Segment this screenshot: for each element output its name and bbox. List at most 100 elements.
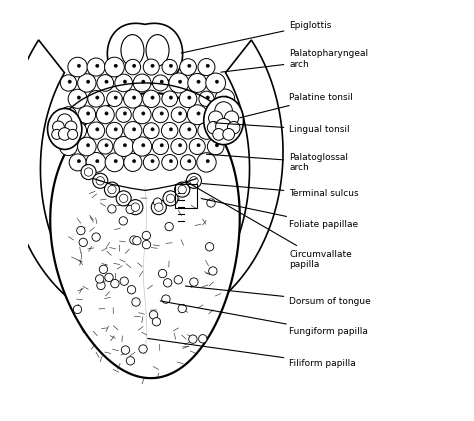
Circle shape: [160, 80, 164, 83]
Circle shape: [215, 89, 235, 109]
Circle shape: [171, 107, 187, 123]
Circle shape: [57, 114, 72, 128]
Circle shape: [190, 177, 198, 185]
Circle shape: [209, 111, 223, 125]
Circle shape: [105, 273, 113, 282]
Circle shape: [73, 305, 82, 314]
Circle shape: [68, 112, 72, 115]
Text: Palatine tonsil: Palatine tonsil: [240, 93, 353, 118]
Circle shape: [96, 64, 99, 67]
Text: Circumvallate
papilla: Circumvallate papilla: [185, 181, 352, 269]
Circle shape: [215, 121, 234, 140]
Circle shape: [153, 139, 169, 155]
Circle shape: [131, 203, 139, 211]
Text: Terminal sulcus: Terminal sulcus: [202, 184, 359, 198]
Circle shape: [189, 335, 197, 343]
Circle shape: [158, 269, 167, 278]
Circle shape: [68, 144, 72, 147]
Circle shape: [188, 64, 191, 67]
Circle shape: [142, 232, 151, 240]
Circle shape: [96, 106, 114, 124]
Text: Lingual tonsil: Lingual tonsil: [215, 123, 350, 134]
Circle shape: [216, 118, 232, 134]
Polygon shape: [7, 40, 283, 328]
Circle shape: [162, 91, 177, 107]
Circle shape: [123, 144, 127, 147]
Circle shape: [121, 346, 130, 354]
Circle shape: [128, 200, 143, 215]
Circle shape: [86, 144, 90, 147]
Text: Epiglottis: Epiglottis: [181, 21, 332, 53]
Circle shape: [77, 226, 85, 235]
Circle shape: [97, 281, 105, 290]
Circle shape: [96, 275, 104, 283]
Circle shape: [228, 121, 240, 134]
Circle shape: [152, 317, 161, 326]
Circle shape: [178, 112, 182, 115]
Polygon shape: [50, 93, 240, 378]
Circle shape: [225, 96, 228, 99]
Ellipse shape: [204, 96, 244, 145]
Circle shape: [188, 96, 191, 99]
Circle shape: [162, 123, 178, 139]
Circle shape: [149, 311, 158, 319]
Circle shape: [78, 106, 96, 123]
Circle shape: [124, 153, 142, 171]
Circle shape: [144, 123, 159, 139]
Circle shape: [223, 128, 235, 140]
Circle shape: [206, 160, 210, 163]
Circle shape: [142, 144, 145, 147]
Circle shape: [77, 64, 81, 67]
Circle shape: [142, 112, 145, 115]
Circle shape: [77, 160, 81, 163]
Text: Dorsum of tongue: Dorsum of tongue: [185, 286, 371, 306]
Circle shape: [178, 144, 182, 147]
Circle shape: [207, 121, 220, 134]
Circle shape: [178, 304, 186, 313]
Circle shape: [132, 128, 136, 131]
Circle shape: [178, 185, 186, 194]
Circle shape: [58, 128, 71, 140]
Circle shape: [111, 280, 119, 288]
Polygon shape: [107, 23, 182, 84]
Circle shape: [166, 194, 175, 203]
Circle shape: [128, 285, 136, 294]
Circle shape: [206, 96, 210, 99]
Circle shape: [69, 154, 86, 171]
Circle shape: [124, 90, 142, 108]
Text: Fungiform papilla: Fungiform papilla: [160, 301, 368, 336]
Circle shape: [206, 105, 226, 125]
Circle shape: [225, 128, 228, 131]
Circle shape: [151, 96, 154, 99]
Circle shape: [99, 265, 108, 274]
Circle shape: [225, 111, 239, 125]
Circle shape: [143, 59, 159, 75]
Circle shape: [105, 80, 108, 83]
Circle shape: [69, 122, 86, 139]
Circle shape: [155, 203, 163, 211]
Circle shape: [115, 74, 133, 92]
Circle shape: [108, 205, 116, 213]
Circle shape: [126, 205, 134, 213]
Circle shape: [180, 59, 196, 75]
Circle shape: [162, 59, 177, 75]
Ellipse shape: [146, 35, 169, 66]
Circle shape: [142, 80, 145, 83]
Circle shape: [162, 155, 178, 171]
Circle shape: [114, 96, 118, 99]
Circle shape: [143, 90, 160, 107]
Circle shape: [126, 357, 135, 365]
Circle shape: [52, 129, 62, 139]
Circle shape: [143, 155, 159, 171]
Circle shape: [79, 238, 87, 247]
Circle shape: [133, 106, 151, 124]
Circle shape: [68, 89, 87, 108]
Circle shape: [186, 173, 201, 188]
Circle shape: [160, 144, 164, 147]
Circle shape: [164, 279, 172, 287]
Circle shape: [68, 57, 87, 77]
Circle shape: [123, 80, 127, 83]
Circle shape: [68, 80, 72, 83]
Circle shape: [105, 144, 108, 147]
Circle shape: [53, 121, 64, 133]
